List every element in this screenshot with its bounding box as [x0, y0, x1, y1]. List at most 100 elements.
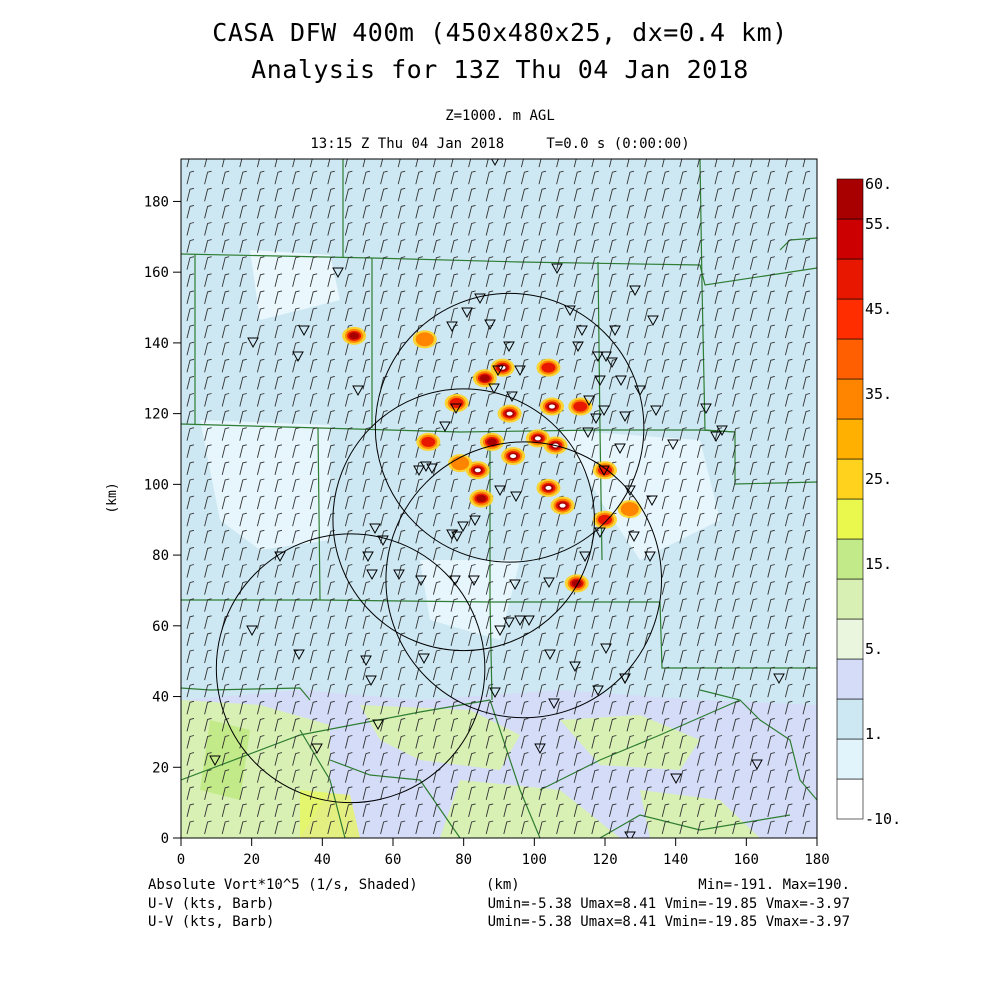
- x-tick-label: 160: [734, 852, 759, 868]
- station-triangle: [413, 465, 425, 477]
- y-tick-label: 180: [144, 194, 169, 210]
- county-line: [181, 687, 311, 701]
- vorticity-cell: [540, 397, 564, 416]
- x-tick-label: 120: [592, 852, 617, 868]
- county-line: [699, 689, 817, 801]
- station-triangle: [700, 403, 712, 415]
- wind-barbs: [186, 159, 811, 835]
- station-triangle: [543, 577, 555, 589]
- range-ring: [215, 533, 486, 804]
- y-axis: 0 20 40 60 80 100 120 140 160 180: [144, 194, 181, 847]
- station-triangle: [624, 831, 636, 838]
- station-triangle: [293, 649, 305, 661]
- station-triangle: [365, 675, 377, 687]
- station-triangle: [360, 655, 372, 667]
- station-triangle: [582, 427, 594, 439]
- station-triangle: [247, 337, 259, 349]
- station-triangle: [449, 575, 461, 587]
- station-triangle: [474, 293, 486, 305]
- x-tick-label: 80: [455, 852, 472, 868]
- station-triangle: [646, 495, 658, 507]
- station-triangle: [469, 515, 481, 527]
- shade-patch: [640, 790, 760, 838]
- x-axis: 0 20 40 60 80 100 120 140 160 180: [177, 838, 830, 868]
- station-triangle: [446, 529, 458, 541]
- station-triangle: [644, 551, 656, 563]
- y-tick-label: 100: [144, 477, 169, 493]
- station-triangle: [298, 325, 310, 337]
- vorticity-cell: [550, 496, 575, 515]
- colorbar-label: 15.: [865, 555, 892, 573]
- shade-patch: [250, 250, 340, 320]
- footer-field-label: Absolute Vort*10^5 (1/s, Shaded): [148, 877, 418, 893]
- station-triangle: [503, 617, 515, 629]
- footer-barb-stats-2: Umin=-5.38 Umax=8.41 Vmin=-19.85 Vmax=-3…: [487, 914, 850, 930]
- station-triangle: [366, 569, 378, 581]
- station-triangle: [751, 759, 763, 771]
- vorticity-cell: [469, 489, 494, 508]
- station-triangle: [426, 463, 438, 475]
- colorbar-label: 55.: [865, 215, 892, 233]
- station-triangle: [523, 615, 535, 627]
- colorbar-label: 1.: [865, 725, 883, 743]
- station-triangle: [628, 531, 640, 543]
- vorticity-cell: [536, 478, 561, 497]
- footer-min-max: Min=-191. Max=190.: [698, 877, 850, 893]
- station-triangle: [494, 625, 506, 637]
- station-triangle: [576, 325, 588, 337]
- plot-area: [180, 158, 818, 839]
- y-tick-label: 140: [144, 336, 169, 352]
- station-triangle: [634, 385, 646, 397]
- county-line: [329, 759, 461, 838]
- county-line: [599, 814, 791, 838]
- colorbar-swatch: [836, 218, 864, 260]
- colorbar-swatch: [836, 738, 864, 780]
- title-line-1: CASA DFW 400m (450x480x25, dx=0.4 km): [212, 18, 788, 47]
- station-triangle: [600, 643, 612, 655]
- station-triangle: [614, 443, 626, 455]
- vorticity-cell: [465, 461, 490, 480]
- station-triangle: [332, 267, 344, 279]
- x-tick-label: 60: [385, 852, 402, 868]
- title-line-2: Analysis for 13Z Thu 04 Jan 2018: [251, 55, 749, 84]
- station-triangle: [629, 285, 641, 297]
- shade-patch: [420, 560, 520, 640]
- colorbar-swatch: [836, 298, 864, 340]
- y-tick-label: 0: [161, 831, 169, 847]
- footer-barb-label-2: U-V (kts, Barb): [148, 914, 275, 930]
- station-triangle: [551, 263, 563, 275]
- shade-patch: [440, 780, 620, 838]
- county-line: [181, 253, 817, 286]
- range-ring: [385, 441, 663, 719]
- y-tick-label: 20: [152, 760, 169, 776]
- colorbar-label: 25.: [865, 470, 892, 488]
- y-tick-label: 120: [144, 407, 169, 423]
- station-triangle: [667, 439, 679, 451]
- station-triangle: [619, 411, 631, 423]
- county-line: [489, 699, 541, 838]
- station-triangle: [372, 719, 384, 731]
- colorbar-swatch: [836, 378, 864, 420]
- wind-barb-field: [186, 159, 811, 835]
- station-triangle: [773, 673, 785, 685]
- y-axis-label: (km): [105, 482, 120, 513]
- footer-barb-stats-1: Umin=-5.38 Umax=8.41 Vmin=-19.85 Vmax=-3…: [487, 896, 850, 912]
- station-triangle: [492, 365, 504, 377]
- station-triangle: [369, 523, 381, 535]
- station-triangle: [362, 551, 374, 563]
- station-triangle: [592, 685, 604, 697]
- colorbar-swatch: [836, 178, 864, 220]
- station-triangle: [311, 743, 323, 755]
- station-triangle: [619, 673, 631, 685]
- vorticity-cell: [501, 447, 526, 466]
- station-triangle: [598, 465, 610, 477]
- station-triangle: [624, 485, 636, 497]
- county-line: [539, 699, 741, 791]
- colorbar-swatch: [836, 618, 864, 660]
- footer-barb-label-1: U-V (kts, Barb): [148, 896, 275, 912]
- station-triangle: [716, 425, 728, 437]
- station-triangle: [670, 773, 682, 785]
- station-triangle: [592, 351, 604, 363]
- colorbar-label: -10.: [865, 810, 901, 828]
